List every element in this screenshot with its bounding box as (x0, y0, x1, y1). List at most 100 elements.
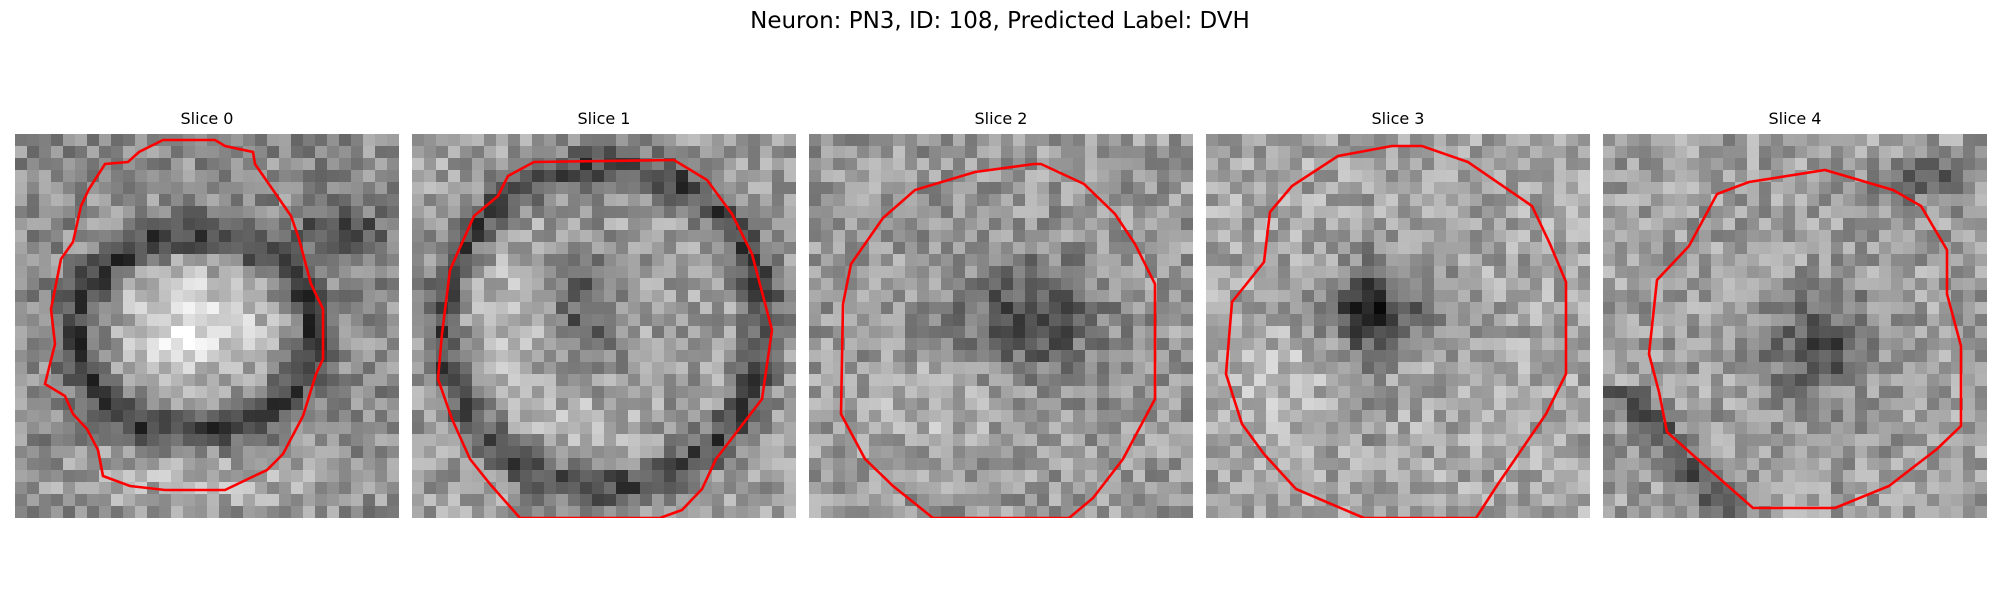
pixel (1206, 494, 1219, 507)
pixel (869, 374, 882, 387)
pixel (1458, 146, 1471, 159)
pixel (989, 326, 1002, 339)
pixel (339, 146, 352, 159)
pixel (1025, 470, 1038, 483)
pixel (544, 446, 557, 459)
pixel (1506, 158, 1519, 171)
pixel (700, 266, 713, 279)
pixel (556, 158, 569, 171)
pixel (1687, 314, 1700, 327)
pixel (809, 242, 822, 255)
pixel (664, 434, 677, 447)
pixel (1230, 326, 1243, 339)
pixel (219, 386, 232, 399)
pixel (1458, 398, 1471, 411)
pixel (1663, 146, 1676, 159)
pixel (1362, 338, 1375, 351)
pixel (147, 506, 160, 518)
pixel (484, 338, 497, 351)
pixel (1362, 410, 1375, 423)
pixel (1735, 194, 1748, 207)
pixel (1903, 398, 1916, 411)
pixel (1470, 386, 1483, 399)
pixel (640, 302, 653, 315)
pixel (1578, 314, 1590, 327)
pixel (724, 494, 737, 507)
pixel (1891, 230, 1904, 243)
pixel (676, 374, 689, 387)
pixel (1458, 386, 1471, 399)
pixel (965, 482, 978, 495)
pixel (1290, 254, 1303, 267)
pixel (1518, 278, 1531, 291)
pixel (207, 218, 220, 231)
pixel (1711, 362, 1724, 375)
pixel (1350, 398, 1363, 411)
pixel (1915, 134, 1928, 147)
pixel (351, 494, 364, 507)
pixel (1326, 362, 1339, 375)
pixel (1169, 278, 1182, 291)
pixel (412, 182, 425, 195)
pixel (1133, 194, 1146, 207)
pixel (953, 434, 966, 447)
pixel (339, 230, 352, 243)
pixel (1506, 350, 1519, 363)
pixel (1675, 146, 1688, 159)
pixel (1013, 230, 1026, 243)
pixel (15, 134, 28, 147)
pixel (1422, 434, 1435, 447)
pixel (1603, 290, 1616, 303)
pixel (135, 434, 148, 447)
pixel (1771, 230, 1784, 243)
pixel (809, 254, 822, 267)
pixel (1218, 134, 1231, 147)
pixel (532, 494, 545, 507)
pixel (736, 362, 749, 375)
pixel (1903, 290, 1916, 303)
pixel (736, 506, 749, 518)
pixel (1242, 218, 1255, 231)
pixel (123, 422, 136, 435)
pixel (1001, 134, 1014, 147)
pixel (784, 446, 796, 459)
pixel (1915, 446, 1928, 459)
pixel (1302, 230, 1315, 243)
pixel (1639, 194, 1652, 207)
pixel (1398, 254, 1411, 267)
pixel (315, 230, 328, 243)
pixel (1675, 386, 1688, 399)
pixel (1578, 410, 1590, 423)
pixel (436, 254, 449, 267)
pixel (75, 314, 88, 327)
pixel (1097, 494, 1110, 507)
pixel (1314, 386, 1327, 399)
pixel (111, 290, 124, 303)
pixel (1157, 398, 1170, 411)
pixel (1518, 158, 1531, 171)
pixel (1326, 254, 1339, 267)
pixel (255, 482, 268, 495)
pixel (508, 302, 521, 315)
pixel (1386, 302, 1399, 315)
pixel (664, 266, 677, 279)
pixel (917, 314, 930, 327)
pixel (604, 314, 617, 327)
pixel (171, 422, 184, 435)
pixel (544, 266, 557, 279)
pixel (1049, 230, 1062, 243)
pixel (51, 398, 64, 411)
pixel (1458, 242, 1471, 255)
pixel (833, 494, 846, 507)
pixel (1855, 374, 1868, 387)
pixel (508, 266, 521, 279)
pixel (363, 398, 376, 411)
pixel (604, 206, 617, 219)
pixel (147, 374, 160, 387)
pixel (1434, 494, 1447, 507)
pixel (303, 170, 316, 183)
pixel (111, 350, 124, 363)
pixel (532, 230, 545, 243)
pixel (700, 230, 713, 243)
pixel (472, 410, 485, 423)
